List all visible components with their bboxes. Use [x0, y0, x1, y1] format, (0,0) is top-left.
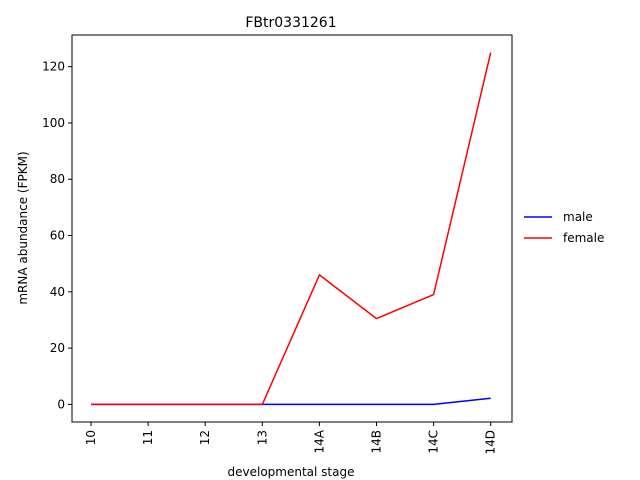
- legend-label: female: [563, 231, 604, 245]
- y-tick-label: 40: [50, 285, 65, 299]
- x-axis: 10 11 12 13 14A 14B 14C 14D: [84, 422, 498, 455]
- x-tick-label: 14B: [370, 430, 384, 454]
- x-tick-label: 10: [84, 430, 98, 445]
- series-line-male: [91, 397, 491, 406]
- y-tick-label: 100: [42, 116, 65, 130]
- x-tick-label: 14A: [312, 429, 326, 453]
- x-tick-label: 13: [255, 430, 269, 445]
- x-tick-label: 12: [198, 430, 212, 445]
- y-tick-label: 0: [57, 397, 65, 411]
- x-tick-label: 14D: [484, 430, 498, 455]
- y-tick-label: 20: [50, 341, 65, 355]
- y-tick-label: 80: [50, 172, 65, 186]
- legend: male female: [524, 210, 604, 245]
- y-axis-label: mRNA abundance (FPKM): [16, 151, 30, 304]
- series-lines: [91, 52, 492, 406]
- chart-title: FBtr0331261: [245, 15, 336, 31]
- legend-label: male: [563, 210, 593, 224]
- plot-area: [71, 34, 513, 423]
- x-axis-label: developmental stage: [228, 465, 355, 479]
- x-tick-label: 11: [141, 430, 155, 445]
- x-tick-label: 14C: [427, 430, 441, 454]
- series-line-female: [91, 52, 492, 406]
- y-tick-label: 120: [42, 60, 65, 74]
- y-tick-label: 60: [50, 229, 65, 243]
- y-axis: 0 20 40 60 80 100 120: [42, 60, 72, 411]
